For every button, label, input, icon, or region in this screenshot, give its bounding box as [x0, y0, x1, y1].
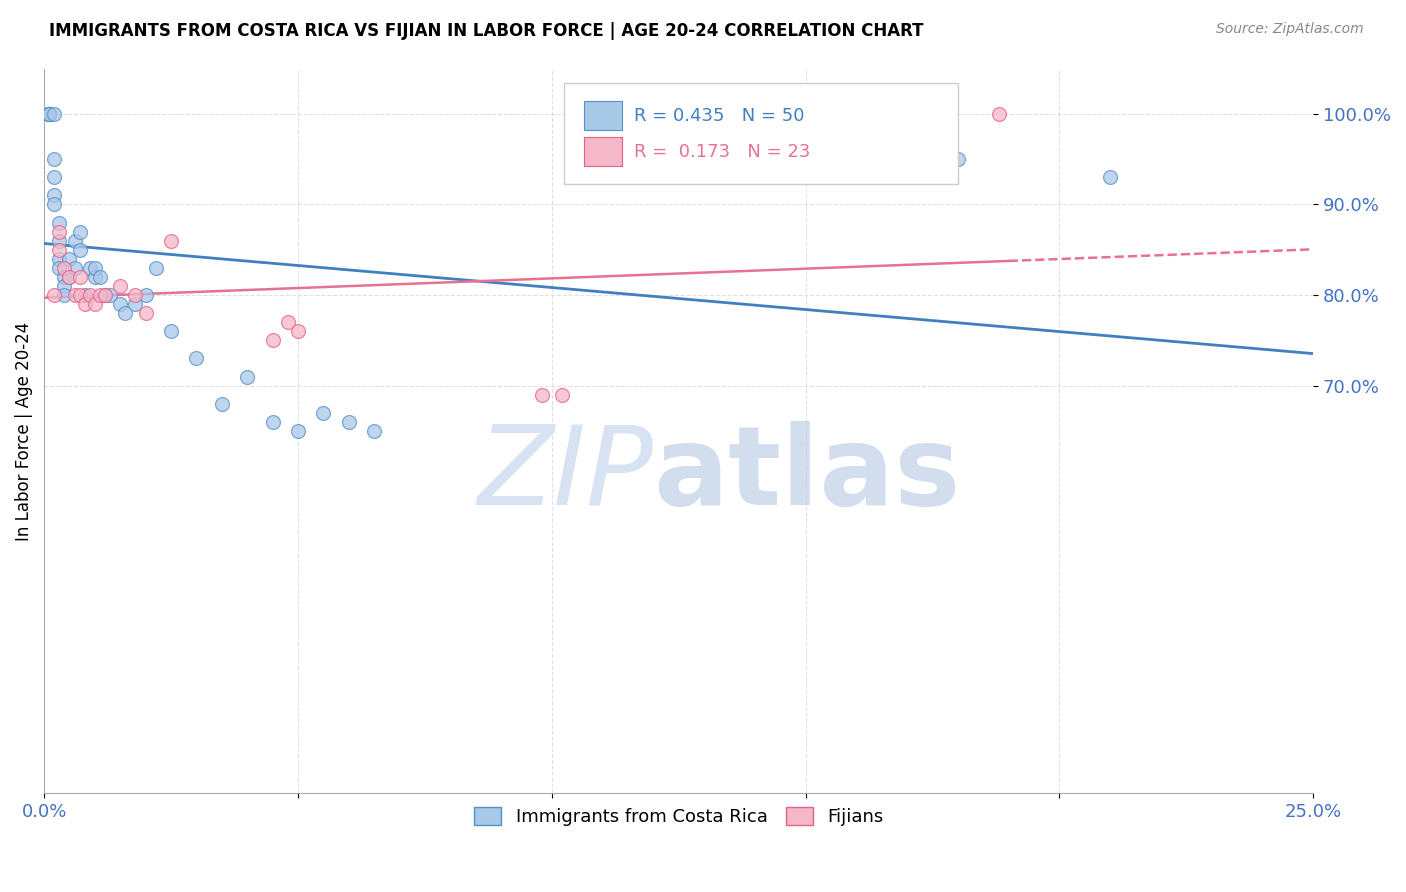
- Point: [135, 306, 157, 320]
- Text: atlas: atlas: [654, 421, 960, 528]
- Point: [287, 424, 309, 438]
- Point: [44, 197, 66, 211]
- Point: [1099, 170, 1122, 185]
- Point: [69, 243, 91, 257]
- Point: [530, 387, 553, 401]
- Point: [287, 324, 309, 338]
- Point: [44, 152, 66, 166]
- Point: [551, 387, 574, 401]
- Point: [114, 306, 136, 320]
- Text: IMMIGRANTS FROM COSTA RICA VS FIJIAN IN LABOR FORCE | AGE 20-24 CORRELATION CHAR: IMMIGRANTS FROM COSTA RICA VS FIJIAN IN …: [49, 22, 924, 40]
- Point: [69, 269, 91, 284]
- Point: [44, 107, 66, 121]
- Point: [262, 415, 284, 429]
- Text: Source: ZipAtlas.com: Source: ZipAtlas.com: [1216, 22, 1364, 37]
- Legend: Immigrants from Costa Rica, Fijians: Immigrants from Costa Rica, Fijians: [465, 797, 893, 835]
- Point: [63, 234, 86, 248]
- Text: R = 0.435   N = 50: R = 0.435 N = 50: [634, 107, 804, 125]
- Point: [124, 297, 146, 311]
- Point: [38, 107, 60, 121]
- Point: [69, 288, 91, 302]
- Point: [363, 424, 385, 438]
- Point: [38, 107, 60, 121]
- Point: [48, 234, 70, 248]
- Point: [94, 288, 117, 302]
- Text: R =  0.173   N = 23: R = 0.173 N = 23: [634, 143, 811, 161]
- Point: [89, 269, 111, 284]
- Point: [44, 170, 66, 185]
- Point: [48, 215, 70, 229]
- Point: [38, 107, 60, 121]
- Point: [236, 369, 259, 384]
- Point: [946, 152, 969, 166]
- Point: [312, 406, 335, 420]
- Point: [53, 260, 76, 275]
- Point: [38, 107, 60, 121]
- Point: [135, 288, 157, 302]
- Point: [145, 260, 167, 275]
- Point: [58, 269, 80, 284]
- Point: [124, 288, 146, 302]
- Point: [73, 288, 96, 302]
- Point: [48, 243, 70, 257]
- FancyBboxPatch shape: [583, 137, 621, 167]
- Point: [83, 297, 105, 311]
- Point: [48, 225, 70, 239]
- Point: [110, 297, 132, 311]
- Point: [987, 107, 1010, 121]
- Point: [44, 188, 66, 202]
- Point: [58, 252, 80, 266]
- Point: [53, 279, 76, 293]
- Point: [63, 288, 86, 302]
- Text: ZIP: ZIP: [478, 421, 654, 528]
- Point: [160, 234, 183, 248]
- Y-axis label: In Labor Force | Age 20-24: In Labor Force | Age 20-24: [15, 321, 32, 541]
- Point: [277, 315, 299, 329]
- Point: [262, 334, 284, 348]
- Point: [211, 397, 233, 411]
- Point: [98, 288, 121, 302]
- Point: [38, 107, 60, 121]
- Point: [48, 260, 70, 275]
- Point: [53, 288, 76, 302]
- Point: [44, 288, 66, 302]
- Point: [38, 107, 60, 121]
- Point: [38, 107, 60, 121]
- Point: [160, 324, 183, 338]
- Point: [186, 351, 208, 366]
- Point: [79, 260, 101, 275]
- Point: [337, 415, 360, 429]
- Point: [63, 260, 86, 275]
- Point: [48, 252, 70, 266]
- Point: [53, 269, 76, 284]
- Point: [83, 269, 105, 284]
- Point: [69, 225, 91, 239]
- Point: [110, 279, 132, 293]
- Point: [73, 297, 96, 311]
- Point: [38, 107, 60, 121]
- FancyBboxPatch shape: [564, 83, 957, 185]
- Point: [83, 260, 105, 275]
- Point: [38, 107, 60, 121]
- FancyBboxPatch shape: [583, 101, 621, 130]
- Point: [79, 288, 101, 302]
- Point: [89, 288, 111, 302]
- Point: [94, 288, 117, 302]
- Point: [58, 269, 80, 284]
